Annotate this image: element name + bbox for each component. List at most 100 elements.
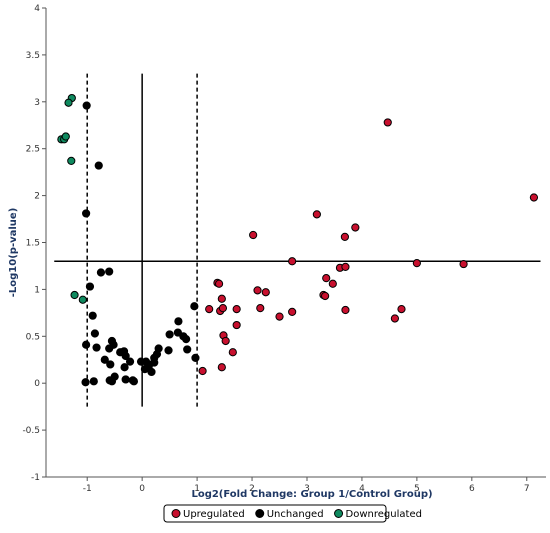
x-tick-label: 2	[249, 484, 255, 494]
data-point-upregulated	[217, 363, 226, 372]
data-point-upregulated	[261, 288, 270, 297]
data-point-unchanged	[105, 267, 114, 276]
data-point-unchanged	[173, 328, 182, 337]
data-point-unchanged	[164, 346, 173, 355]
data-point-unchanged	[105, 376, 114, 385]
data-point-upregulated	[459, 259, 468, 269]
data-point-upregulated	[205, 304, 214, 314]
data-point-upregulated	[312, 210, 321, 219]
data-point-unchanged	[106, 360, 115, 369]
data-point-unchanged	[191, 353, 200, 362]
data-point-upregulated	[221, 336, 230, 346]
data-point-upregulated	[253, 286, 262, 295]
data-point-unchanged	[150, 358, 159, 367]
data-point-unchanged	[121, 375, 130, 384]
y-tick-label: 4	[34, 4, 40, 14]
data-point-unchanged	[125, 357, 135, 366]
x-tick-label: 4	[359, 484, 365, 494]
legend-marker-upregulated	[171, 509, 181, 518]
data-point-upregulated	[397, 304, 406, 314]
data-point-upregulated	[232, 304, 241, 314]
legend-box	[163, 504, 387, 523]
y-tick-label: 3.5	[26, 51, 40, 61]
data-point-downregulated	[78, 295, 87, 304]
data-point-unchanged	[105, 344, 114, 353]
axes: -1 -0.5 0 0.5 1 1.5 2 2.5 3 3.5 4 -1 0 1 2 3 4 5 6 7	[22, 4, 546, 494]
data-point-upregulated	[218, 304, 228, 313]
data-point-unchanged	[96, 268, 106, 277]
y-tick-label: 1	[34, 285, 40, 295]
data-point-downregulated	[61, 132, 70, 141]
data-point-unchanged	[165, 330, 174, 339]
x-axis-title: Log2(Fold Change: Group 1/Control Group)	[191, 489, 432, 500]
data-point-upregulated	[341, 305, 350, 315]
data-point-unchanged	[88, 311, 97, 320]
data-point-upregulated	[351, 223, 360, 232]
data-point-upregulated	[321, 291, 330, 301]
data-point-unchanged	[89, 377, 98, 386]
data-point-unchanged	[129, 377, 139, 386]
data-point-upregulated	[412, 259, 421, 268]
data-point-unchanged	[94, 161, 103, 170]
x-tick-label: 3	[304, 484, 310, 494]
data-point-unchanged	[82, 340, 91, 349]
y-tick-label: 3	[34, 98, 40, 108]
data-point-unchanged	[121, 351, 130, 361]
data-points	[57, 93, 539, 387]
data-point-downregulated	[67, 156, 76, 165]
reference-lines	[54, 73, 541, 407]
data-point-upregulated	[198, 366, 207, 376]
x-tick-label: 0	[139, 484, 145, 494]
legend-label-downregulated: Downregulated	[346, 509, 422, 520]
data-point-upregulated	[275, 312, 284, 321]
data-point-unchanged	[92, 343, 101, 352]
data-point-upregulated	[228, 348, 237, 357]
legend-label-unchanged: Unchanged	[267, 509, 324, 520]
data-point-upregulated	[256, 304, 265, 313]
legend-marker-unchanged	[255, 509, 265, 518]
data-point-downregulated	[70, 290, 79, 300]
data-point-downregulated	[64, 98, 73, 107]
series-unchanged	[81, 101, 200, 387]
data-point-unchanged	[190, 302, 199, 311]
data-point-unchanged	[85, 282, 95, 291]
data-point-unchanged	[182, 335, 191, 344]
data-point-unchanged	[82, 101, 91, 110]
data-point-unchanged	[147, 367, 156, 377]
data-point-upregulated	[288, 307, 297, 317]
data-point-upregulated	[383, 118, 392, 127]
data-point-upregulated	[340, 232, 350, 241]
data-point-upregulated	[529, 193, 539, 202]
data-point-upregulated	[214, 279, 224, 288]
y-tick-label: 1.5	[26, 239, 40, 249]
data-point-upregulated	[288, 257, 297, 266]
y-tick-label: 0	[34, 379, 40, 389]
data-point-unchanged	[90, 329, 100, 338]
data-point-unchanged	[174, 317, 183, 326]
legend-marker-downregulated	[334, 509, 344, 518]
y-axis-title: -Log10(p-value)	[8, 208, 19, 298]
series-upregulated	[198, 118, 539, 376]
data-point-unchanged	[100, 355, 109, 364]
data-point-upregulated	[232, 320, 241, 330]
data-point-unchanged	[81, 378, 90, 387]
data-point-upregulated	[328, 279, 337, 288]
legend: Upregulated Unchanged Downregulated	[163, 504, 422, 523]
x-tick-label: 7	[524, 484, 530, 494]
data-point-unchanged	[154, 344, 163, 353]
data-point-upregulated	[217, 294, 226, 303]
data-point-upregulated	[322, 274, 331, 283]
data-point-unchanged	[183, 345, 192, 354]
x-tick-label: 6	[469, 484, 475, 494]
y-tick-label: 2.5	[26, 145, 40, 155]
y-tick-label: 0.5	[26, 332, 40, 342]
data-point-upregulated	[390, 314, 400, 323]
y-tick-label: -0.5	[22, 426, 40, 436]
series-downregulated	[57, 93, 87, 304]
x-tick-label: 5	[414, 484, 420, 494]
x-tick-label: -1	[83, 484, 92, 494]
x-tick-label: 1	[194, 484, 200, 494]
legend-label-upregulated: Upregulated	[183, 509, 245, 520]
